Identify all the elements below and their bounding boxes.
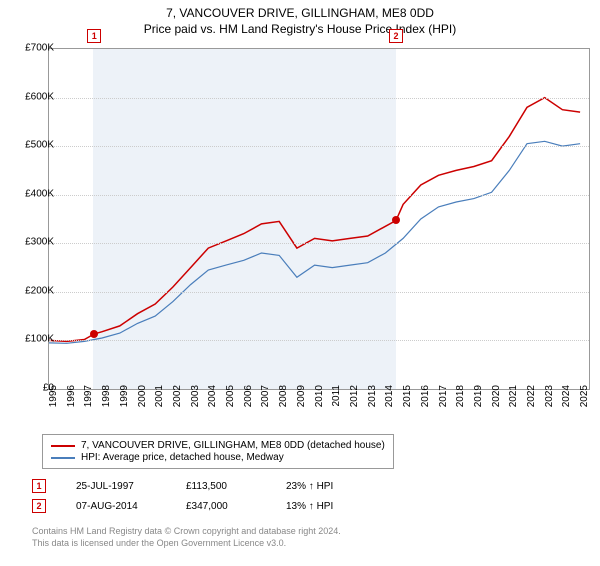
datapoint-price: £113,500 <box>186 481 256 492</box>
legend-swatch <box>51 457 75 459</box>
x-axis-label: 2013 <box>367 385 378 415</box>
legend-label: 7, VANCOUVER DRIVE, GILLINGHAM, ME8 0DD … <box>81 440 385 451</box>
x-axis-label: 2002 <box>172 385 183 415</box>
sale-marker-dot <box>392 216 400 224</box>
x-axis-label: 2012 <box>349 385 360 415</box>
legend-swatch <box>51 445 75 447</box>
footnote-line-2: This data is licensed under the Open Gov… <box>32 538 286 548</box>
sale-marker-box: 2 <box>389 29 403 43</box>
x-axis-label: 2004 <box>207 385 218 415</box>
x-axis-label: 2009 <box>296 385 307 415</box>
x-axis-label: 2008 <box>278 385 289 415</box>
footnote: Contains HM Land Registry data © Crown c… <box>32 526 341 549</box>
legend-label: HPI: Average price, detached house, Medw… <box>81 452 284 463</box>
legend-item: 7, VANCOUVER DRIVE, GILLINGHAM, ME8 0DD … <box>51 440 385 451</box>
x-axis-label: 1998 <box>101 385 112 415</box>
x-axis-label: 2023 <box>544 385 555 415</box>
x-axis-label: 1995 <box>48 385 59 415</box>
x-axis-label: 2020 <box>491 385 502 415</box>
x-axis-label: 1997 <box>83 385 94 415</box>
datapoint-price: £347,000 <box>186 501 256 512</box>
datapoint-row: 1 25-JUL-1997 £113,500 23% ↑ HPI <box>32 478 333 494</box>
datapoint-marker: 1 <box>32 479 46 493</box>
y-axis-label: £100K <box>14 334 54 345</box>
y-axis-label: £300K <box>14 237 54 248</box>
y-axis-label: £700K <box>14 43 54 54</box>
y-axis-label: £400K <box>14 188 54 199</box>
sale-datapoints: 1 25-JUL-1997 £113,500 23% ↑ HPI 2 07-AUG-201… <box>32 478 333 518</box>
chart-legend: 7, VANCOUVER DRIVE, GILLINGHAM, ME8 0DD … <box>42 434 394 469</box>
y-axis-label: £500K <box>14 140 54 151</box>
datapoint-delta: 13% ↑ HPI <box>286 501 333 512</box>
x-axis-label: 2024 <box>561 385 572 415</box>
x-axis-label: 2011 <box>331 385 342 415</box>
x-axis-label: 2005 <box>225 385 236 415</box>
x-axis-label: 2016 <box>420 385 431 415</box>
x-axis-label: 2015 <box>402 385 413 415</box>
series-property <box>49 98 580 342</box>
x-axis-label: 2000 <box>137 385 148 415</box>
x-axis-label: 1999 <box>119 385 130 415</box>
datapoint-date: 25-JUL-1997 <box>76 481 156 492</box>
sale-marker-box: 1 <box>87 29 101 43</box>
x-axis-label: 2003 <box>190 385 201 415</box>
footnote-line-1: Contains HM Land Registry data © Crown c… <box>32 526 341 536</box>
x-axis-label: 2010 <box>314 385 325 415</box>
chart-svg <box>49 49 589 389</box>
x-axis-label: 1996 <box>66 385 77 415</box>
x-axis-label: 2022 <box>526 385 537 415</box>
x-axis-label: 2001 <box>154 385 165 415</box>
datapoint-marker: 2 <box>32 499 46 513</box>
x-axis-label: 2006 <box>243 385 254 415</box>
x-axis-label: 2017 <box>438 385 449 415</box>
x-axis-label: 2025 <box>579 385 590 415</box>
datapoint-delta: 23% ↑ HPI <box>286 481 333 492</box>
sale-marker-dot <box>90 330 98 338</box>
x-axis-label: 2021 <box>508 385 519 415</box>
x-axis-label: 2019 <box>473 385 484 415</box>
x-axis-label: 2014 <box>384 385 395 415</box>
datapoint-date: 07-AUG-2014 <box>76 501 156 512</box>
y-axis-label: £200K <box>14 285 54 296</box>
x-axis-label: 2007 <box>260 385 271 415</box>
y-axis-label: £600K <box>14 91 54 102</box>
chart-title: 7, VANCOUVER DRIVE, GILLINGHAM, ME8 0DD <box>0 6 600 20</box>
legend-item: HPI: Average price, detached house, Medw… <box>51 452 385 463</box>
chart-plot-area: 12 <box>48 48 590 390</box>
datapoint-row: 2 07-AUG-2014 £347,000 13% ↑ HPI <box>32 498 333 514</box>
x-axis-label: 2018 <box>455 385 466 415</box>
